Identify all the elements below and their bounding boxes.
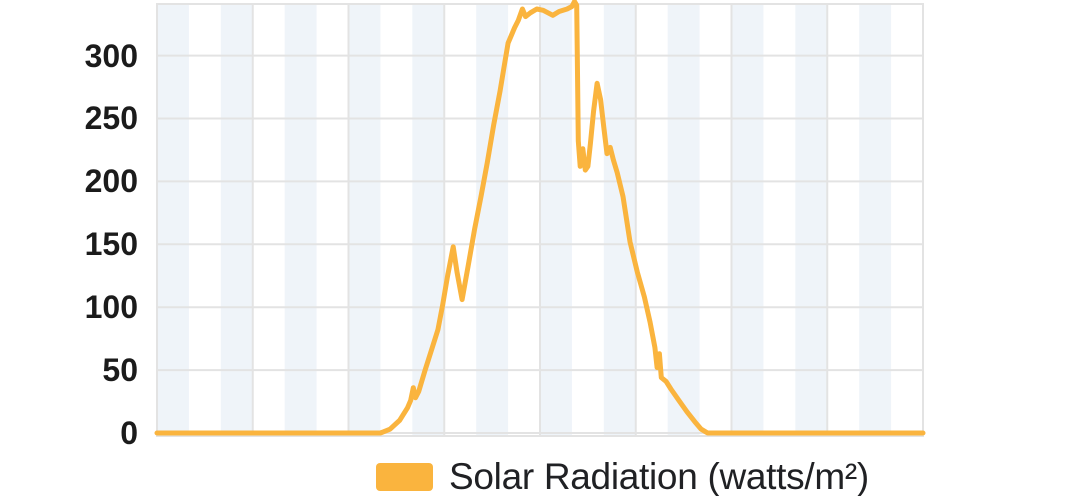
background-stripe bbox=[348, 4, 381, 436]
legend-item-solar-radiation[interactable]: Solar Radiation (watts/m²) bbox=[376, 458, 869, 496]
background-stripe bbox=[731, 4, 764, 436]
background-stripe bbox=[284, 4, 317, 436]
y-axis-tick-label: 50 bbox=[102, 352, 138, 389]
background-stripe bbox=[412, 4, 445, 436]
background-stripe bbox=[603, 4, 636, 436]
background-stripe bbox=[540, 4, 572, 436]
y-axis-tick-label: 300 bbox=[84, 37, 138, 74]
background-stripe bbox=[220, 4, 253, 436]
y-axis-tick-label: 200 bbox=[84, 163, 138, 200]
legend: Solar Radiation (watts/m²) bbox=[376, 458, 869, 496]
y-axis-tick-label: 150 bbox=[84, 226, 138, 263]
background-stripe bbox=[795, 4, 828, 436]
background-stripe bbox=[859, 4, 892, 436]
background-stripe bbox=[667, 4, 700, 436]
y-axis: 0 50 100 150 200 250 300 bbox=[0, 0, 138, 496]
y-axis-tick-label: 0 bbox=[120, 415, 138, 451]
y-axis-tick-label: 250 bbox=[84, 100, 138, 137]
legend-swatch bbox=[376, 463, 433, 491]
y-axis-tick-label: 100 bbox=[84, 289, 138, 326]
background-stripe bbox=[157, 4, 189, 436]
data-line-solar-radiation bbox=[154, 0, 926, 436]
legend-label: Solar Radiation (watts/m²) bbox=[449, 456, 869, 496]
plot-border bbox=[156, 3, 924, 437]
